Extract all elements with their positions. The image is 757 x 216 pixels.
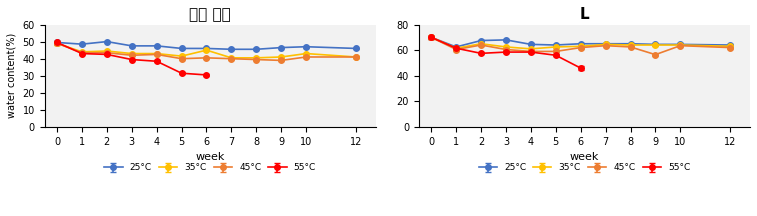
Legend: 25°C, 35°C, 45°C, 55°C: 25°C, 35°C, 45°C, 55°C xyxy=(475,160,694,176)
Title: 수분 함량: 수분 함량 xyxy=(189,7,231,22)
Title: L: L xyxy=(580,7,589,22)
X-axis label: week: week xyxy=(570,152,599,162)
Y-axis label: water content(%): water content(%) xyxy=(7,33,17,118)
Legend: 25°C, 35°C, 45°C, 55°C: 25°C, 35°C, 45°C, 55°C xyxy=(101,160,319,176)
X-axis label: week: week xyxy=(195,152,225,162)
